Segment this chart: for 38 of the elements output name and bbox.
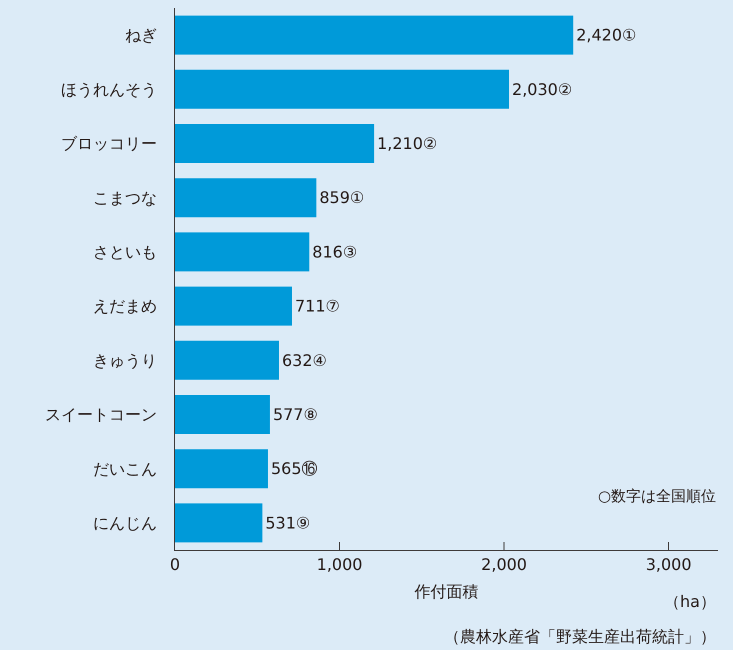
data-label: 2,030② <box>512 80 572 99</box>
x-tick-label: 0 <box>170 555 180 574</box>
text: （ha） <box>664 592 716 611</box>
data-label: 711⑦ <box>294 296 340 316</box>
y-tick-label: ブロッコリー <box>60 134 157 154</box>
data-label: 2,420① <box>576 26 636 45</box>
y-tick-label: こまつな <box>92 188 157 208</box>
bar <box>175 286 292 326</box>
y-tick-label: ねぎ <box>124 26 157 45</box>
x-tick-label: 3,000 <box>646 555 692 574</box>
y-tick-label: さといも <box>92 242 157 262</box>
data-label: 632④ <box>282 350 327 370</box>
data-label: 531⑨ <box>265 513 310 532</box>
bar <box>175 394 270 434</box>
y-tick-label: スイートコーン <box>44 405 157 424</box>
bar <box>175 124 374 164</box>
x-tick-label: 1,000 <box>316 555 362 574</box>
bar <box>175 503 262 542</box>
annotation: ○数字は全国順位 <box>598 487 716 505</box>
x-axis-title: 作付面積 <box>414 582 478 601</box>
data-label: 816③ <box>312 242 358 262</box>
bar <box>175 340 279 380</box>
bar <box>175 449 268 488</box>
y-tick-label: にんじん <box>92 514 157 532</box>
x-tick-label: 2,000 <box>481 555 527 574</box>
bar <box>175 178 316 218</box>
data-label: 577⑧ <box>272 405 318 424</box>
data-label: 859① <box>319 188 364 208</box>
bar <box>175 16 574 55</box>
text: （農林水産省「野菜生産出荷統計」） <box>444 627 716 646</box>
bar <box>175 232 310 272</box>
y-tick-label: きゅうり <box>92 350 157 370</box>
y-tick-label: ほうれんそう <box>60 80 157 99</box>
bar <box>175 70 510 109</box>
data-label: 1,210② <box>377 134 438 153</box>
y-tick-label: えだまめ <box>92 296 157 316</box>
data-label: 565⑯ <box>270 459 318 478</box>
y-tick-label: だいこん <box>92 459 157 478</box>
